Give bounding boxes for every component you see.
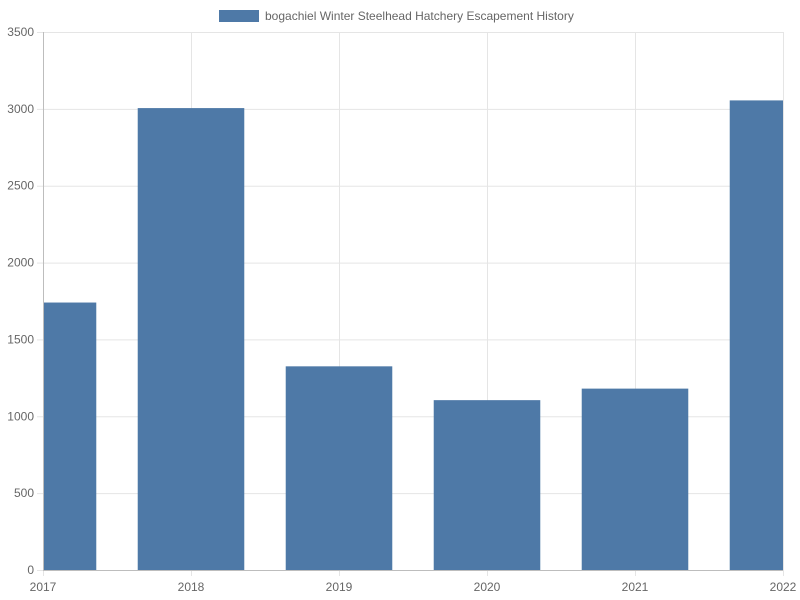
bar-2018[interactable] — [137, 108, 245, 571]
bar-2022[interactable] — [729, 100, 783, 570]
x-tick-label: 2017 — [30, 580, 57, 594]
bar-2021[interactable] — [581, 388, 689, 570]
x-tick-label: 2020 — [474, 580, 501, 594]
y-tick-label: 3500 — [7, 25, 34, 39]
x-tick-labels: 2017 2018 2019 2020 2021 2022 — [30, 580, 797, 594]
bar-2019[interactable] — [285, 366, 393, 570]
x-tick-label: 2022 — [770, 580, 797, 594]
y-tick-labels: 0 500 1000 1500 2000 2500 3000 3500 — [7, 25, 34, 577]
legend-swatch — [219, 10, 259, 22]
y-tick-label: 2000 — [7, 256, 34, 270]
y-tick-label: 1500 — [7, 332, 34, 346]
y-tick-label: 0 — [27, 563, 34, 577]
y-tick-label: 1000 — [7, 409, 34, 423]
x-tick-label: 2019 — [326, 580, 353, 594]
y-tick-label: 500 — [14, 486, 34, 500]
legend[interactable]: bogachiel Winter Steelhead Hatchery Esca… — [219, 9, 574, 23]
bar-2020[interactable] — [433, 400, 541, 570]
y-tick-label: 3000 — [7, 102, 34, 116]
y-tick-label: 2500 — [7, 179, 34, 193]
bars — [43, 100, 783, 571]
x-tick-label: 2018 — [178, 580, 205, 594]
x-tick-label: 2021 — [622, 580, 649, 594]
legend-label: bogachiel Winter Steelhead Hatchery Esca… — [265, 9, 574, 23]
bar-2017[interactable] — [43, 302, 97, 570]
